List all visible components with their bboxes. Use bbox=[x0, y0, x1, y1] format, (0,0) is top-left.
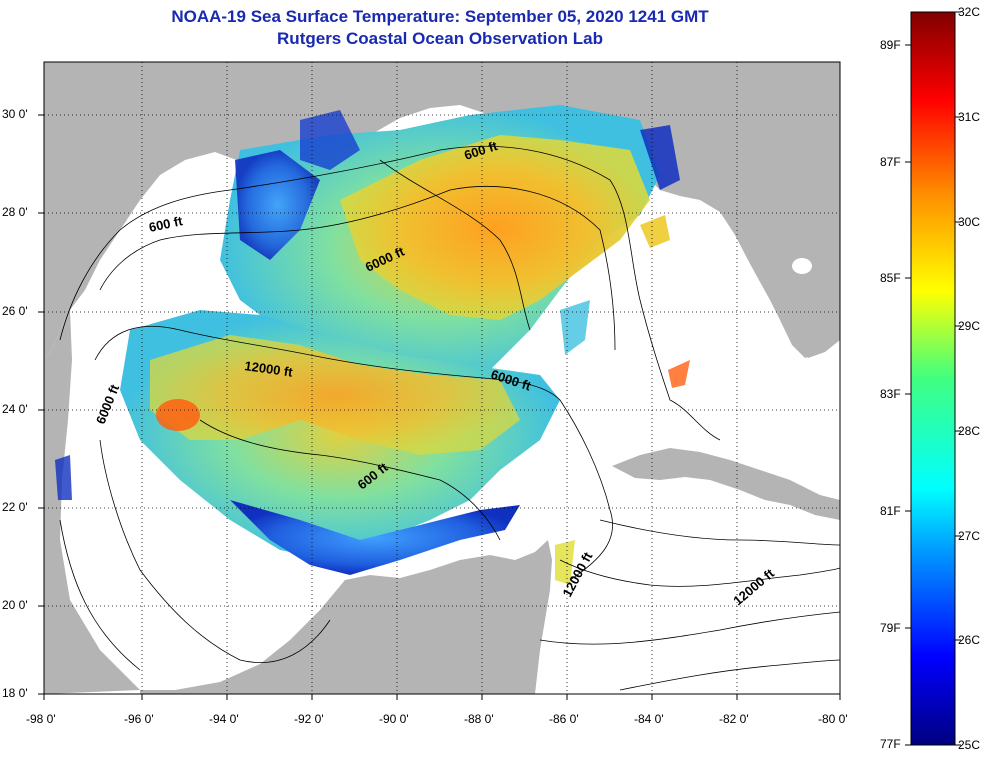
graticule bbox=[44, 62, 840, 694]
colorbar-f-label: 83F bbox=[880, 387, 901, 401]
land-cuba bbox=[612, 448, 840, 520]
contour-label: 600 ft bbox=[148, 213, 185, 235]
colorbar-f-label: 89F bbox=[880, 38, 901, 52]
colorbar-c-label: 27C bbox=[958, 529, 981, 543]
colorbar-f-label: 79F bbox=[880, 621, 901, 635]
land-mexico-west bbox=[44, 310, 140, 694]
lon-label: -90 0' bbox=[379, 712, 409, 726]
lon-label: -94 0' bbox=[209, 712, 239, 726]
colorbar-c-label: 29C bbox=[958, 319, 981, 333]
lat-label: 26 0' bbox=[2, 304, 28, 318]
lat-label: 28 0' bbox=[2, 205, 28, 219]
colorbar-c-label: 26C bbox=[958, 633, 981, 647]
lon-label: -84 0' bbox=[634, 712, 664, 726]
lat-label: 30 0' bbox=[2, 107, 28, 121]
contour-label: 12000 ft bbox=[244, 358, 295, 380]
colorbar-ticks bbox=[905, 11, 961, 746]
lon-label: -80 0' bbox=[818, 712, 848, 726]
colorbar bbox=[910, 11, 956, 746]
sst-data-layer bbox=[55, 105, 690, 585]
colorbar-f-label: 87F bbox=[880, 155, 901, 169]
lat-label: 18 0' bbox=[2, 686, 28, 700]
lon-label: -82 0' bbox=[719, 712, 749, 726]
land-florida bbox=[700, 125, 840, 358]
lake-okeechobee bbox=[792, 258, 812, 274]
lat-label: 20 0' bbox=[2, 598, 28, 612]
map-border bbox=[43, 61, 841, 695]
lat-label: 24 0' bbox=[2, 402, 28, 416]
colorbar-c-label: 25C bbox=[958, 738, 981, 752]
colorbar-c-label: 32C bbox=[958, 5, 981, 19]
colorbar-f-label: 77F bbox=[880, 737, 901, 751]
colorbar-f-label: 81F bbox=[880, 504, 901, 518]
land-yucatan bbox=[140, 540, 552, 694]
colorbar-f-label: 85F bbox=[880, 271, 901, 285]
colorbar-c-label: 31C bbox=[958, 110, 981, 124]
lon-label: -86 0' bbox=[549, 712, 579, 726]
axis-ticks bbox=[38, 114, 841, 700]
colorbar-c-label: 30C bbox=[958, 215, 981, 229]
colorbar-c-label: 28C bbox=[958, 424, 981, 438]
lon-label: -96 0' bbox=[124, 712, 154, 726]
lon-label: -88 0' bbox=[464, 712, 494, 726]
lon-label: -98 0' bbox=[26, 712, 56, 726]
map-subtitle: Rutgers Coastal Ocean Observation Lab bbox=[277, 29, 603, 48]
lon-label: -92 0' bbox=[294, 712, 324, 726]
map-title: NOAA-19 Sea Surface Temperature: Septemb… bbox=[171, 7, 709, 26]
lat-label: 22 0' bbox=[2, 500, 28, 514]
bathymetry-contours bbox=[59, 145, 840, 691]
